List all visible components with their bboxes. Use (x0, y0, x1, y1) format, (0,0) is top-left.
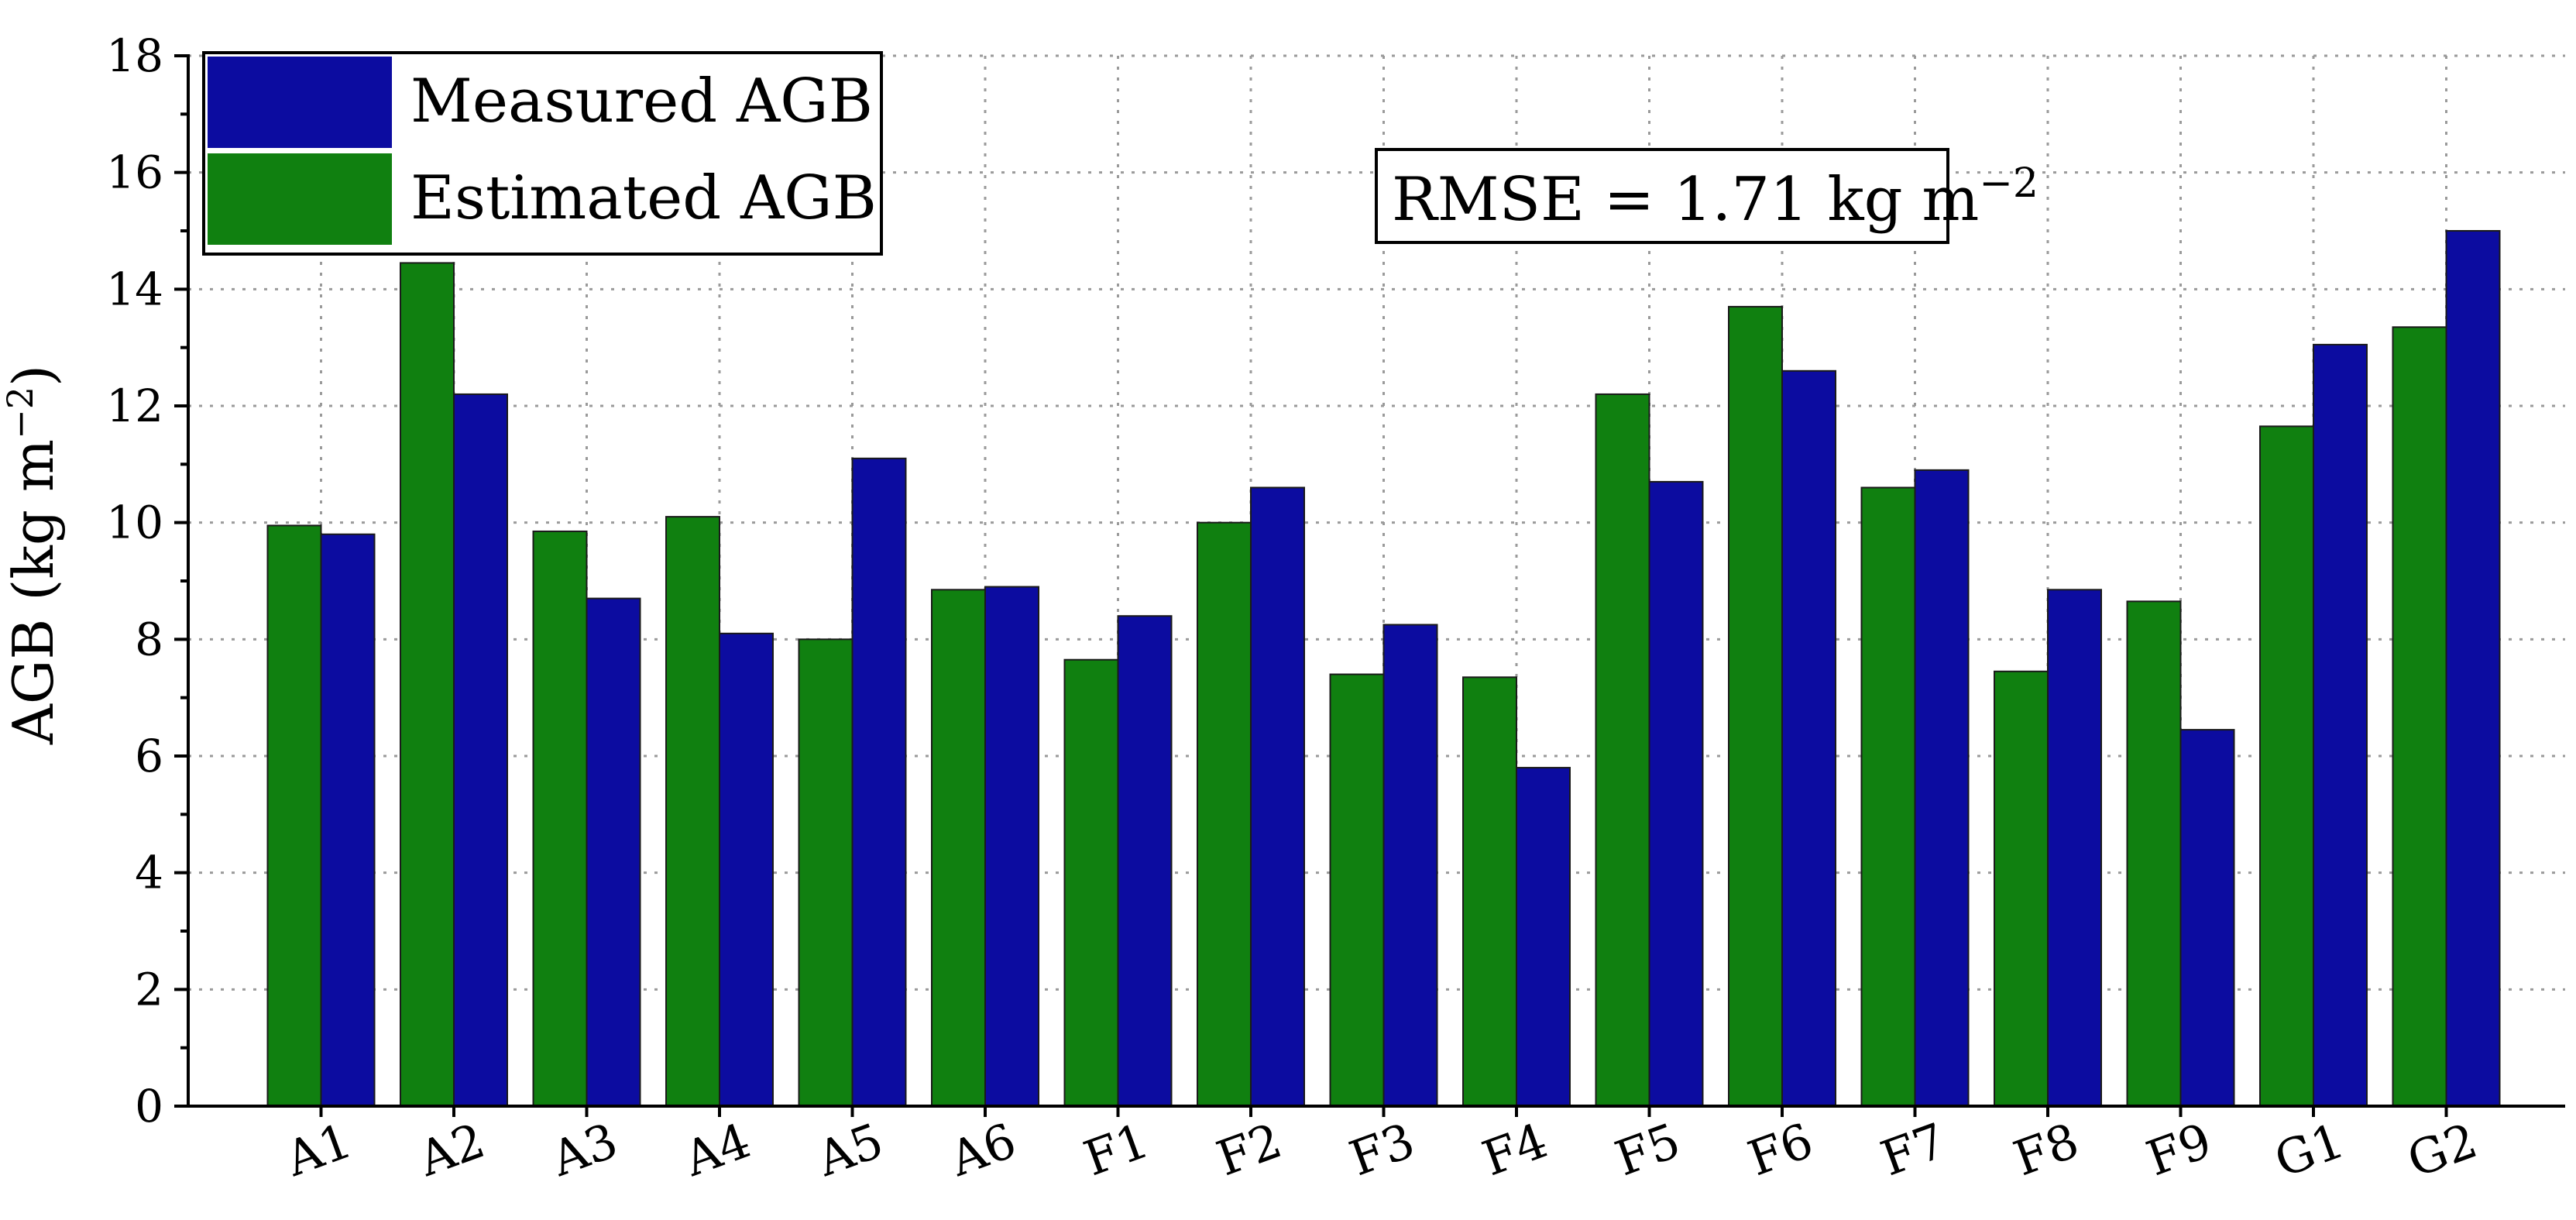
bar-estimated-g2 (2392, 326, 2447, 1107)
y-tick-label-16: 16 (106, 146, 163, 199)
axis-layer (174, 54, 2565, 1117)
x-tick-label-f2: F2 (1210, 1112, 1289, 1187)
bar-measured-f9 (2179, 729, 2235, 1107)
bar-estimated-a2 (400, 262, 455, 1107)
rmse-annotation: RMSE = 1.71 kg m−2 (1375, 148, 2038, 244)
rmse-annotation-box (1375, 148, 1949, 244)
y-axis-title-suffix: ) (1, 365, 66, 387)
y-axis-title-main: AGB (kg m (1, 439, 66, 745)
legend: Measured AGB Estimated AGB (202, 51, 883, 256)
bar-measured-g1 (2313, 343, 2368, 1107)
legend-label-measured-agb: Measured AGB (410, 67, 873, 136)
x-tick-label-f7: F7 (1874, 1112, 1953, 1187)
bar-estimated-f7 (1860, 486, 1916, 1107)
x-tick-label-a5: A5 (809, 1112, 891, 1187)
y-tick-label-14: 14 (106, 263, 163, 315)
rmse-annotation-superscript: −2 (1979, 160, 2038, 207)
x-tick-label-f5: F5 (1608, 1112, 1687, 1187)
bar-estimated-a3 (532, 530, 588, 1107)
bar-estimated-f1 (1063, 658, 1119, 1107)
bar-measured-f4 (1516, 767, 1571, 1107)
x-tick-label-a1: A1 (278, 1112, 359, 1187)
bar-estimated-f2 (1197, 521, 1252, 1107)
bar-measured-g2 (2445, 230, 2501, 1107)
bar-measured-a6 (984, 586, 1039, 1107)
y-tick-label-8: 8 (135, 613, 163, 665)
bar-measured-a1 (320, 533, 376, 1107)
bar-layer (266, 230, 2501, 1107)
x-tick-label-f1: F1 (1077, 1112, 1156, 1187)
bar-measured-f6 (1781, 369, 1836, 1107)
bar-measured-f2 (1250, 486, 1305, 1107)
bar-measured-a4 (719, 632, 774, 1107)
bar-measured-f1 (1117, 615, 1173, 1107)
legend-label-estimated-agb: Estimated AGB (410, 163, 877, 233)
bar-measured-f7 (1914, 469, 1970, 1107)
rmse-annotation-main: RMSE = 1.71 kg m (1392, 165, 1979, 235)
x-tick-label-f6: F6 (1741, 1112, 1820, 1187)
x-tick-label-a4: A4 (676, 1112, 757, 1187)
bar-estimated-f8 (1994, 670, 2049, 1107)
bar-estimated-a5 (798, 638, 854, 1107)
x-tick-label-a6: A6 (942, 1112, 1023, 1187)
y-tick-label-0: 0 (135, 1080, 163, 1132)
x-tick-label-g1: G1 (2268, 1112, 2352, 1188)
x-tick-label-f3: F3 (1342, 1112, 1421, 1187)
y-axis-title-superscript: −2 (0, 387, 41, 439)
bar-estimated-g1 (2259, 425, 2314, 1107)
bar-estimated-a6 (931, 589, 986, 1107)
x-tick-label-f4: F4 (1475, 1112, 1554, 1187)
legend-swatch-measured-agb (208, 57, 392, 148)
y-tick-label-6: 6 (135, 730, 163, 782)
y-tick-label-12: 12 (106, 380, 163, 432)
bar-estimated-f6 (1728, 305, 1783, 1107)
bar-measured-a2 (453, 393, 508, 1107)
bar-measured-f3 (1382, 624, 1438, 1107)
y-axis-title: AGB (kg m−2) (0, 365, 66, 745)
y-tick-label-2: 2 (135, 963, 163, 1016)
bar-measured-a3 (586, 597, 641, 1107)
x-tick-label-a3: A3 (544, 1112, 625, 1187)
bar-estimated-f9 (2126, 600, 2182, 1107)
bar-estimated-f4 (1462, 676, 1517, 1107)
legend-swatch-estimated-agb (208, 153, 392, 245)
bar-measured-f8 (2047, 589, 2102, 1107)
y-tick-label-18: 18 (106, 29, 163, 82)
rmse-annotation-text: RMSE = 1.71 kg m−2 (1392, 160, 2038, 235)
bar-measured-f5 (1648, 480, 1704, 1107)
x-tick-label-g2: G2 (2400, 1112, 2485, 1188)
bar-measured-a5 (851, 457, 907, 1107)
x-tick-label-a2: A2 (410, 1112, 492, 1187)
x-tick-label-f8: F8 (2007, 1112, 2086, 1187)
bar-estimated-a4 (665, 516, 720, 1107)
x-tick-label-f9: F9 (2139, 1112, 2218, 1187)
bar-estimated-f5 (1595, 393, 1650, 1107)
y-tick-label-10: 10 (106, 497, 163, 549)
bar-estimated-f3 (1329, 673, 1385, 1107)
bar-estimated-a1 (266, 524, 322, 1107)
y-tick-label-4: 4 (135, 847, 163, 899)
